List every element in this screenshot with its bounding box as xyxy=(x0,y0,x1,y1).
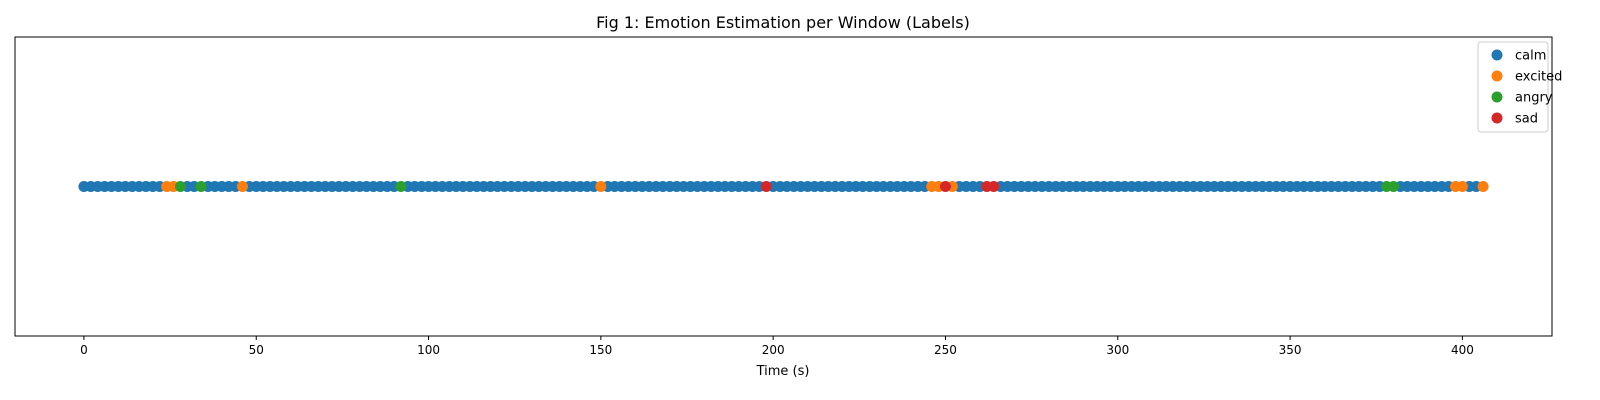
legend-label-sad: sad xyxy=(1515,112,1538,127)
legend-marker-sad xyxy=(1491,112,1503,124)
legend-box xyxy=(1477,41,1549,133)
legend: calm excited angry sad xyxy=(1477,41,1562,133)
data-points xyxy=(78,181,1489,192)
data-point-sad xyxy=(988,181,1000,192)
data-point-sad xyxy=(760,181,772,192)
data-point-excited xyxy=(1477,181,1489,192)
x-tick-label: 150 xyxy=(589,343,612,357)
data-point-sad xyxy=(939,181,951,192)
data-point-excited xyxy=(236,181,248,192)
data-point-angry xyxy=(195,181,207,192)
x-axis: 0 50 100 150 200 250 300 350 400 xyxy=(80,336,1474,357)
x-tick-label: 250 xyxy=(934,343,957,357)
legend-label-angry: angry xyxy=(1515,91,1553,106)
data-point-excited xyxy=(595,181,607,192)
legend-label-calm: calm xyxy=(1515,49,1546,64)
legend-marker-calm xyxy=(1491,49,1503,61)
data-point-angry xyxy=(395,181,407,192)
x-tick-label: 400 xyxy=(1451,343,1474,357)
legend-marker-excited xyxy=(1491,70,1503,82)
x-tick-label: 200 xyxy=(762,343,785,357)
x-axis-label: Time (s) xyxy=(756,364,810,379)
x-tick-label: 300 xyxy=(1106,343,1129,357)
x-tick-label: 0 xyxy=(80,343,88,357)
legend-marker-angry xyxy=(1491,91,1503,103)
chart-title: Fig 1: Emotion Estimation per Window (La… xyxy=(596,13,970,32)
x-tick-label: 350 xyxy=(1279,343,1302,357)
data-point-angry xyxy=(174,181,186,192)
x-tick-label: 100 xyxy=(417,343,440,357)
x-tick-label: 50 xyxy=(249,343,264,357)
data-point-angry xyxy=(1387,181,1399,192)
data-point-excited xyxy=(1456,181,1468,192)
legend-label-excited: excited xyxy=(1515,70,1562,85)
